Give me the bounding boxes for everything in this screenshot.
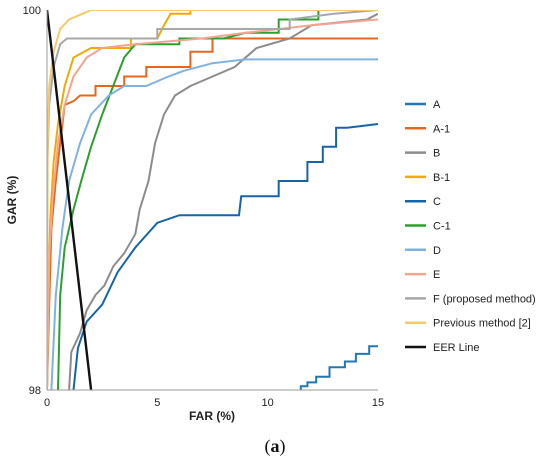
- legend-label-e: E: [433, 269, 440, 281]
- x-tick-label: 5: [154, 397, 160, 409]
- series-line-f-proposed-method: [47, 10, 378, 390]
- series-line-c-1: [57, 10, 378, 390]
- legend-label-d: D: [433, 245, 441, 257]
- series-line-b: [68, 12, 378, 390]
- series-line-e: [47, 18, 378, 390]
- series-line-a-1: [47, 37, 378, 390]
- plot-area: [47, 10, 378, 390]
- x-tick-label: 10: [262, 397, 274, 409]
- caption-open-paren: (: [264, 436, 271, 456]
- series-line-eer-line: [47, 10, 93, 390]
- legend-label-previous-method-2: Previous method [2]: [433, 318, 531, 330]
- y-tick-label: 100: [23, 5, 41, 17]
- legend-label-a-1: A-1: [433, 123, 450, 135]
- caption-label: a: [270, 436, 280, 456]
- legend-label-c-1: C-1: [433, 221, 451, 233]
- y-tick-label: 98: [29, 385, 41, 397]
- legend-label-b: B: [433, 148, 440, 160]
- series-line-previous-method-2: [47, 10, 378, 390]
- legend-label-c: C: [433, 196, 441, 208]
- legend-label-eer-line: EER Line: [433, 342, 479, 354]
- legend-label-b-1: B-1: [433, 172, 450, 184]
- series-line-a: [299, 345, 378, 390]
- x-axis-title: FAR (%): [189, 409, 235, 423]
- series-line-b-1: [47, 10, 378, 390]
- figure-caption: (a): [0, 436, 550, 457]
- x-tick-label: 0: [44, 397, 50, 409]
- legend: A A-1 B B-1 C C-1 DE F (proposed method) Previou…: [405, 99, 536, 354]
- caption-close-paren: ): [279, 436, 286, 456]
- legend-label-f-proposed-method: F (proposed method): [433, 293, 536, 305]
- tick-labels: 0 5 10 15 98 100: [23, 5, 384, 409]
- series-line-c: [72, 123, 378, 390]
- x-tick-label: 15: [372, 397, 384, 409]
- series-line-d: [50, 58, 378, 390]
- y-axis-title: GAR (%): [5, 176, 19, 225]
- legend-label-a: A: [433, 99, 441, 111]
